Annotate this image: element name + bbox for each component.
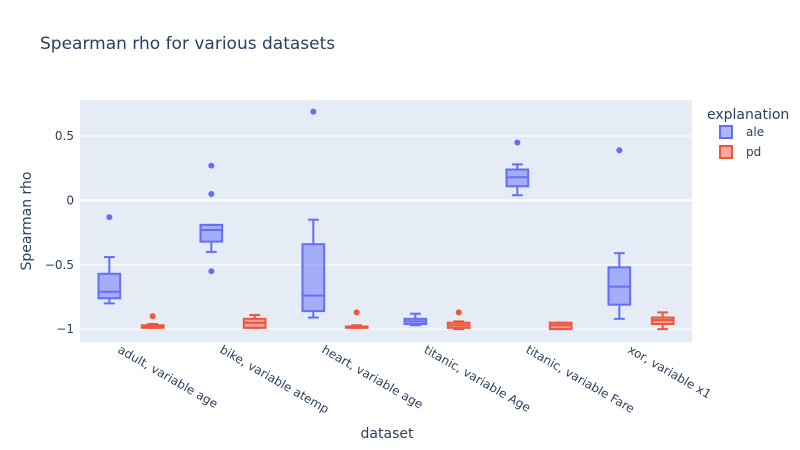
box-ale [301, 108, 326, 319]
series-pd [140, 309, 675, 331]
box-ale [505, 139, 530, 197]
legend-swatch [719, 125, 733, 139]
outlier-point [149, 313, 156, 320]
outlier-point [106, 214, 113, 221]
legend-item-ale[interactable]: ale [719, 125, 764, 139]
outlier-point [514, 139, 521, 146]
box-iqr [301, 243, 326, 313]
box-iqr [97, 272, 122, 300]
box-pd [140, 313, 165, 329]
plot-background [80, 100, 692, 342]
box-pd [242, 313, 267, 329]
box-pd [548, 321, 573, 331]
x-axis-title: dataset [361, 426, 414, 442]
legend-item-pd[interactable]: pd [719, 145, 761, 159]
box-pd [446, 309, 471, 331]
box-pd [344, 309, 369, 329]
box-ale [97, 214, 122, 305]
x-tick-label: heart, variable age [320, 342, 426, 411]
outlier-point [353, 309, 360, 316]
outlier-point [616, 147, 623, 154]
y-axis-title: Spearman rho [19, 172, 35, 271]
legend-label: ale [746, 125, 764, 139]
grid-lines [80, 135, 692, 330]
legend-swatch [719, 145, 733, 159]
chart-title: Spearman rho for various datasets [40, 34, 336, 54]
x-tick-label: titanic, variable Fare [524, 342, 637, 415]
y-tick-label: −1 [56, 322, 74, 336]
y-axis-ticks: 0.5 0 −0.5 −1 [45, 129, 74, 336]
outlier-point [208, 162, 215, 169]
y-tick-label: 0.5 [55, 129, 74, 143]
x-tick-label: adult, variable age [116, 342, 221, 411]
outlier-point [208, 190, 215, 197]
y-tick-label: −0.5 [45, 258, 74, 272]
series-ale [97, 108, 632, 327]
box-iqr [199, 223, 224, 243]
box-series [97, 108, 675, 331]
x-tick-label: xor, variable x1 [626, 342, 714, 401]
outlier-point [310, 108, 317, 115]
legend[interactable]: explanation ale pd [707, 107, 789, 159]
box-ale [199, 162, 224, 275]
outlier-point [455, 309, 462, 316]
box-ale [403, 312, 428, 327]
box-ale [607, 147, 632, 320]
box-pd [650, 311, 675, 331]
y-tick-label: 0 [66, 193, 74, 207]
x-tick-label: titanic, variable Age [422, 342, 534, 414]
x-tick-label: bike, variable atemp [218, 342, 332, 416]
legend-label: pd [746, 145, 761, 159]
outlier-point [208, 268, 215, 275]
legend-title: explanation [707, 107, 789, 123]
